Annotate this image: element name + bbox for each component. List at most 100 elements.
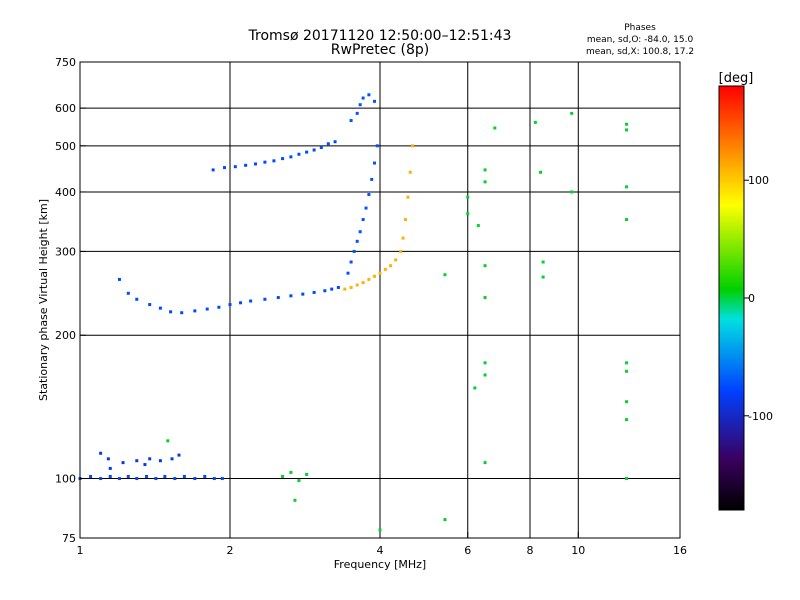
data-point (373, 161, 377, 165)
data-point (217, 305, 221, 309)
data-point (323, 289, 327, 293)
data-point (483, 180, 487, 184)
colorbar-tick-label: 0 (748, 292, 755, 305)
x-tick-label: 10 (571, 544, 585, 557)
data-point (121, 461, 125, 465)
data-point (466, 195, 470, 199)
data-point (355, 283, 359, 287)
data-point (483, 264, 487, 268)
x-tick-label: 16 (673, 544, 687, 557)
data-point (483, 461, 487, 465)
stats-line-o: mean, sd,O: -84.0, 15.0 (587, 35, 694, 45)
data-point (205, 307, 209, 311)
data-point (289, 294, 293, 298)
y-tick-label: 750 (55, 56, 76, 69)
data-point (289, 470, 293, 474)
data-point (166, 439, 170, 443)
data-point (483, 168, 487, 172)
data-point (89, 474, 93, 478)
data-point (408, 170, 412, 174)
data-point (378, 528, 382, 532)
data-point (375, 144, 379, 148)
data-point (483, 373, 487, 377)
data-point (483, 361, 487, 365)
x-axis-label: Frequency [MHz] (334, 558, 426, 571)
y-tick-label: 400 (55, 186, 76, 199)
y-tick-label: 75 (62, 532, 76, 545)
data-point (539, 170, 543, 174)
colorbar-tick-label: 100 (748, 174, 769, 187)
data-point (117, 277, 121, 281)
data-point (312, 290, 316, 294)
data-point (228, 303, 232, 307)
data-point (343, 287, 347, 291)
data-point (403, 218, 407, 222)
data-point (305, 150, 309, 154)
data-point (466, 212, 470, 216)
data-point (355, 111, 359, 115)
data-point (443, 273, 447, 277)
data-point (99, 451, 103, 455)
x-tick-label: 2 (227, 544, 234, 557)
data-point (361, 96, 365, 100)
y-tick-label: 100 (55, 473, 76, 486)
data-point (570, 111, 574, 115)
data-point (276, 296, 280, 300)
data-point (625, 185, 629, 189)
data-point (169, 310, 173, 314)
data-point (143, 463, 147, 467)
data-point (483, 296, 487, 300)
data-point (182, 474, 186, 478)
data-points (78, 93, 629, 532)
data-point (625, 122, 629, 126)
y-tick-label: 300 (55, 245, 76, 258)
data-point (336, 285, 340, 289)
data-point (625, 369, 629, 373)
stats-line-x: mean, sd,X: 100.8, 17.2 (586, 47, 694, 57)
x-tick-label: 8 (527, 544, 534, 557)
grid-lines (80, 62, 680, 538)
data-point (625, 418, 629, 422)
data-point (163, 474, 167, 478)
data-point (297, 152, 301, 156)
data-point (281, 157, 285, 161)
data-point (625, 218, 629, 222)
axis-ticks: 1 2 4 6 8 10 16 75 100 200 300 400 500 600 750 (55, 56, 687, 557)
data-point (223, 166, 227, 170)
y-tick-label: 200 (55, 329, 76, 342)
data-point (281, 474, 285, 478)
data-point (349, 119, 353, 123)
data-point (355, 239, 359, 243)
data-point (135, 477, 139, 481)
data-point (239, 301, 243, 305)
data-point (212, 477, 216, 481)
data-point (411, 144, 415, 148)
data-point (364, 206, 368, 210)
data-point (297, 479, 301, 483)
colorbar (718, 85, 745, 511)
data-point (135, 297, 139, 301)
data-point (108, 466, 112, 470)
data-point (293, 498, 297, 502)
x-tick-label: 4 (377, 544, 384, 557)
data-point (406, 195, 410, 199)
data-point (625, 400, 629, 404)
data-point (173, 477, 177, 481)
data-point (533, 120, 537, 124)
data-point (476, 224, 480, 228)
data-point (378, 271, 382, 275)
data-point (333, 140, 337, 144)
data-point (106, 457, 110, 461)
data-point (263, 297, 267, 301)
data-point (493, 126, 497, 130)
data-point (249, 299, 253, 303)
data-point (244, 163, 248, 167)
data-point (349, 260, 353, 264)
data-point (126, 474, 130, 478)
data-point (367, 193, 371, 197)
data-point (361, 281, 365, 285)
data-point (394, 258, 398, 262)
data-point (473, 386, 477, 390)
